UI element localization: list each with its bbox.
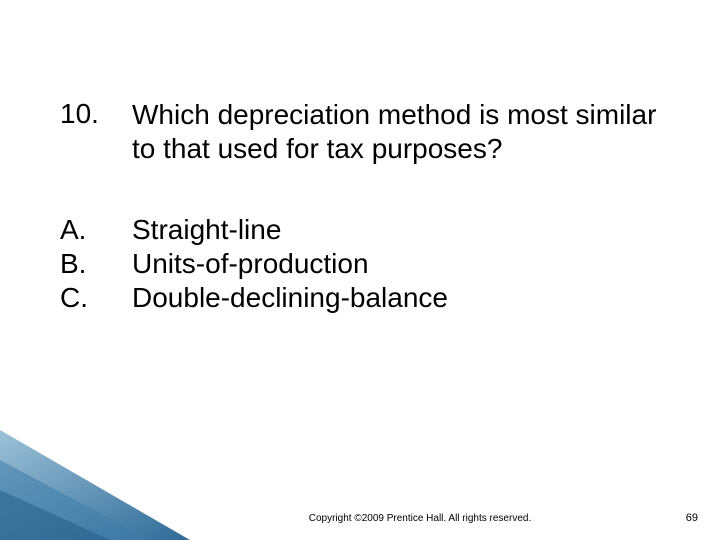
option-letter: C.	[60, 282, 132, 314]
option-text: Straight-line	[132, 214, 281, 246]
option-text: Units-of-production	[132, 248, 369, 280]
question-row: 10. Which depreciation method is most si…	[60, 98, 660, 166]
option-row: B. Units-of-production	[60, 248, 660, 280]
option-letter: B.	[60, 248, 132, 280]
slide-content: 10. Which depreciation method is most si…	[60, 98, 660, 316]
option-row: C. Double-declining-balance	[60, 282, 660, 314]
option-row: A. Straight-line	[60, 214, 660, 246]
option-letter: A.	[60, 214, 132, 246]
page-number: 69	[686, 512, 698, 524]
slide: 10. Which depreciation method is most si…	[0, 0, 720, 540]
question-number: 10.	[60, 98, 132, 130]
options-list: A. Straight-line B. Units-of-production …	[60, 214, 660, 314]
copyright-text: Copyright ©2009 Prentice Hall. All right…	[0, 513, 720, 524]
question-text: Which depreciation method is most simila…	[132, 98, 660, 166]
option-text: Double-declining-balance	[132, 282, 448, 314]
